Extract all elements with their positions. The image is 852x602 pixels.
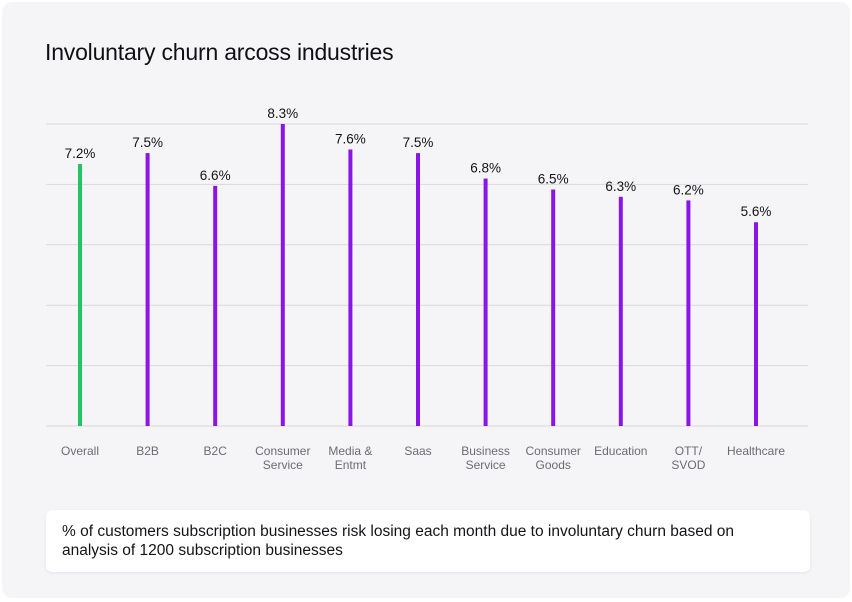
data-label: 5.6% xyxy=(741,204,772,219)
x-tick-label: Saas xyxy=(404,444,431,458)
x-tick-label: Healthcare xyxy=(727,444,785,458)
x-tick-label: Consumer xyxy=(526,444,581,458)
data-label: 8.3% xyxy=(267,106,298,121)
data-label: 7.2% xyxy=(65,146,96,161)
data-label: 7.5% xyxy=(403,135,434,150)
x-tick-label: B2C xyxy=(204,444,228,458)
data-label: 6.8% xyxy=(470,161,501,176)
caption-text: % of customers subscription businesses r… xyxy=(62,523,735,559)
x-tick-label: B2B xyxy=(136,444,159,458)
data-label: 6.3% xyxy=(605,179,636,194)
x-tick-label: Service xyxy=(263,458,303,472)
data-label: 6.6% xyxy=(200,168,231,183)
data-label: 7.5% xyxy=(132,135,163,150)
bar xyxy=(618,196,623,426)
bar-chart: 7.2%Overall7.5%B2B6.6%B2C8.3%ConsumerSer… xyxy=(46,106,808,472)
data-label: 7.6% xyxy=(335,131,366,146)
x-tick-label: OTT/ xyxy=(675,444,703,458)
x-tick-label: Education xyxy=(594,444,647,458)
x-tick-label: Overall xyxy=(61,444,99,458)
bar xyxy=(213,185,218,426)
chart-title: Involuntary churn arcoss industries xyxy=(45,39,394,65)
x-tick-label: Media & xyxy=(328,444,372,458)
x-tick-label: Goods xyxy=(536,458,571,472)
bar xyxy=(483,178,488,426)
bar xyxy=(686,200,691,426)
data-label: 6.5% xyxy=(538,171,569,186)
data-label: 6.2% xyxy=(673,182,704,197)
x-tick-label: Consumer xyxy=(255,444,310,458)
x-tick-label: SVOD xyxy=(671,458,705,472)
x-tick-label: Business xyxy=(461,444,510,458)
bar xyxy=(348,149,353,426)
bar xyxy=(551,189,556,426)
bar xyxy=(78,164,82,426)
bar xyxy=(416,153,420,426)
x-tick-label: Entmt xyxy=(335,458,367,472)
x-tick-label: Service xyxy=(466,458,506,472)
bar xyxy=(754,222,758,426)
caption-box: % of customers subscription businesses r… xyxy=(46,510,810,572)
bar xyxy=(145,153,150,426)
bar xyxy=(280,124,285,426)
